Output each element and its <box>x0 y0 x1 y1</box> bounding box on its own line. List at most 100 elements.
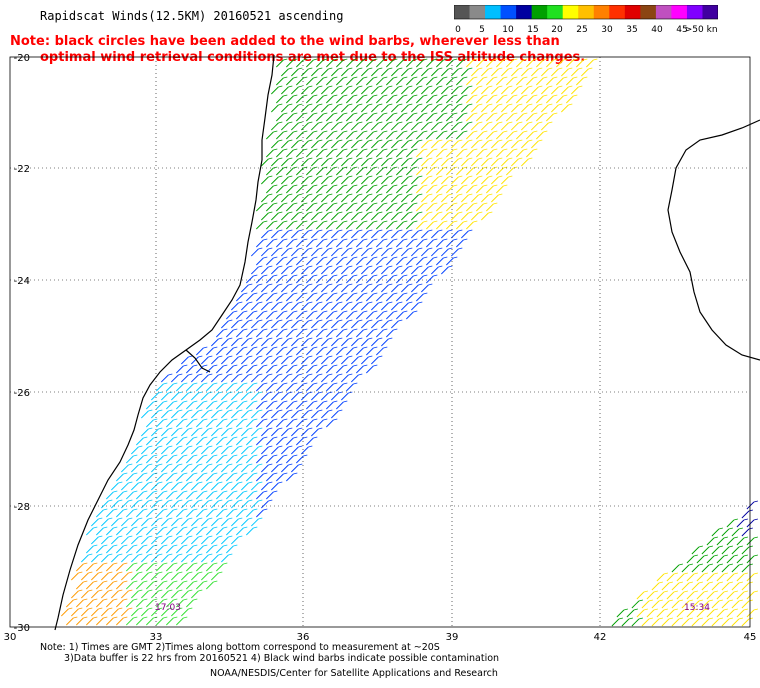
wind-barb <box>401 193 413 203</box>
wind-barb <box>466 58 478 68</box>
wind-barb <box>306 76 318 86</box>
wind-barb <box>351 283 363 293</box>
wind-barb <box>451 175 463 185</box>
wind-barb <box>376 292 388 302</box>
wind-barb <box>356 346 368 356</box>
wind-barb <box>226 544 238 554</box>
wind-barb <box>236 418 248 428</box>
wind-barb <box>301 319 313 329</box>
wind-barb <box>351 211 363 221</box>
wind-barb <box>291 67 303 77</box>
wind-barb <box>386 76 398 86</box>
wind-barb <box>176 544 188 554</box>
wind-barb <box>176 436 188 446</box>
wind-barb <box>416 76 428 86</box>
wind-barb <box>346 382 358 392</box>
wind-barb <box>291 373 303 383</box>
wind-barb <box>161 445 173 455</box>
wind-barb <box>301 157 313 167</box>
wind-barb <box>301 85 313 95</box>
wind-barb <box>526 148 538 158</box>
wind-barb <box>231 517 243 527</box>
wind-barb <box>376 58 388 68</box>
wind-barb <box>71 607 83 617</box>
wind-barb <box>331 409 343 419</box>
wind-barb <box>171 463 183 473</box>
wind-barb <box>481 211 493 221</box>
wind-barb <box>336 166 348 176</box>
wind-barb <box>311 139 323 149</box>
wind-barb <box>431 229 443 239</box>
wind-barb <box>421 85 433 95</box>
wind-barb <box>296 166 308 176</box>
wind-barb <box>191 373 203 383</box>
lat-label: -28 <box>14 502 30 513</box>
wind-barb <box>351 85 363 95</box>
wind-barb <box>281 211 293 221</box>
wind-barb <box>711 563 723 573</box>
wind-barb <box>176 562 188 572</box>
wind-barb <box>86 598 98 608</box>
wind-barb <box>386 220 398 230</box>
wind-barb <box>371 121 383 131</box>
wind-barb <box>271 265 283 275</box>
wind-barb <box>406 274 418 284</box>
wind-barb <box>366 220 378 230</box>
wind-barb <box>376 112 388 122</box>
wind-barb <box>256 292 268 302</box>
wind-barb <box>246 310 258 320</box>
wind-barb <box>211 409 223 419</box>
wind-barb <box>396 184 408 194</box>
wind-barb <box>291 283 303 293</box>
wind-barb <box>136 616 148 626</box>
wind-barb <box>191 481 203 491</box>
wind-barb <box>336 76 348 86</box>
wind-barb <box>251 499 263 509</box>
wind-barb <box>506 166 518 176</box>
wind-barb <box>181 445 193 455</box>
wind-barb <box>386 292 398 302</box>
wind-barb <box>221 319 233 329</box>
wind-barb <box>116 472 128 482</box>
wind-barb <box>511 103 523 113</box>
wind-barb <box>481 85 493 95</box>
wind-barb <box>136 454 148 464</box>
wind-barb <box>336 202 348 212</box>
wind-barb <box>276 256 288 266</box>
wind-barb <box>291 229 303 239</box>
wind-barb <box>736 554 748 564</box>
wind-barb <box>236 382 248 392</box>
wind-barb <box>396 256 408 266</box>
wind-barb <box>346 112 358 122</box>
wind-barb <box>146 580 158 590</box>
wind-barb <box>336 112 348 122</box>
wind-barb <box>341 67 353 77</box>
wind-barb <box>91 589 103 599</box>
wind-barb <box>391 229 403 239</box>
wind-barb <box>506 112 518 122</box>
wind-barb <box>401 247 413 257</box>
wind-barb <box>156 382 168 392</box>
wind-barb <box>331 193 343 203</box>
wind-barb <box>291 103 303 113</box>
wind-barb <box>706 590 718 600</box>
wind-barb <box>166 418 178 428</box>
legend-swatch <box>562 5 579 19</box>
wind-barb <box>316 166 328 176</box>
wind-barb <box>351 157 363 167</box>
wind-barb <box>101 589 113 599</box>
wind-barb <box>96 508 108 518</box>
wind-barb <box>251 391 263 401</box>
wind-barb <box>186 526 198 536</box>
wind-barb <box>456 130 468 140</box>
wind-barb <box>96 580 108 590</box>
wind-barb <box>396 94 408 104</box>
wind-barb <box>366 274 378 284</box>
wind-barb <box>216 544 228 554</box>
wind-barb <box>221 355 233 365</box>
wind-barb <box>121 499 133 509</box>
wind-barb <box>306 292 318 302</box>
wind-barb <box>416 148 428 158</box>
wind-barb <box>746 572 758 582</box>
wind-barb <box>526 112 538 122</box>
